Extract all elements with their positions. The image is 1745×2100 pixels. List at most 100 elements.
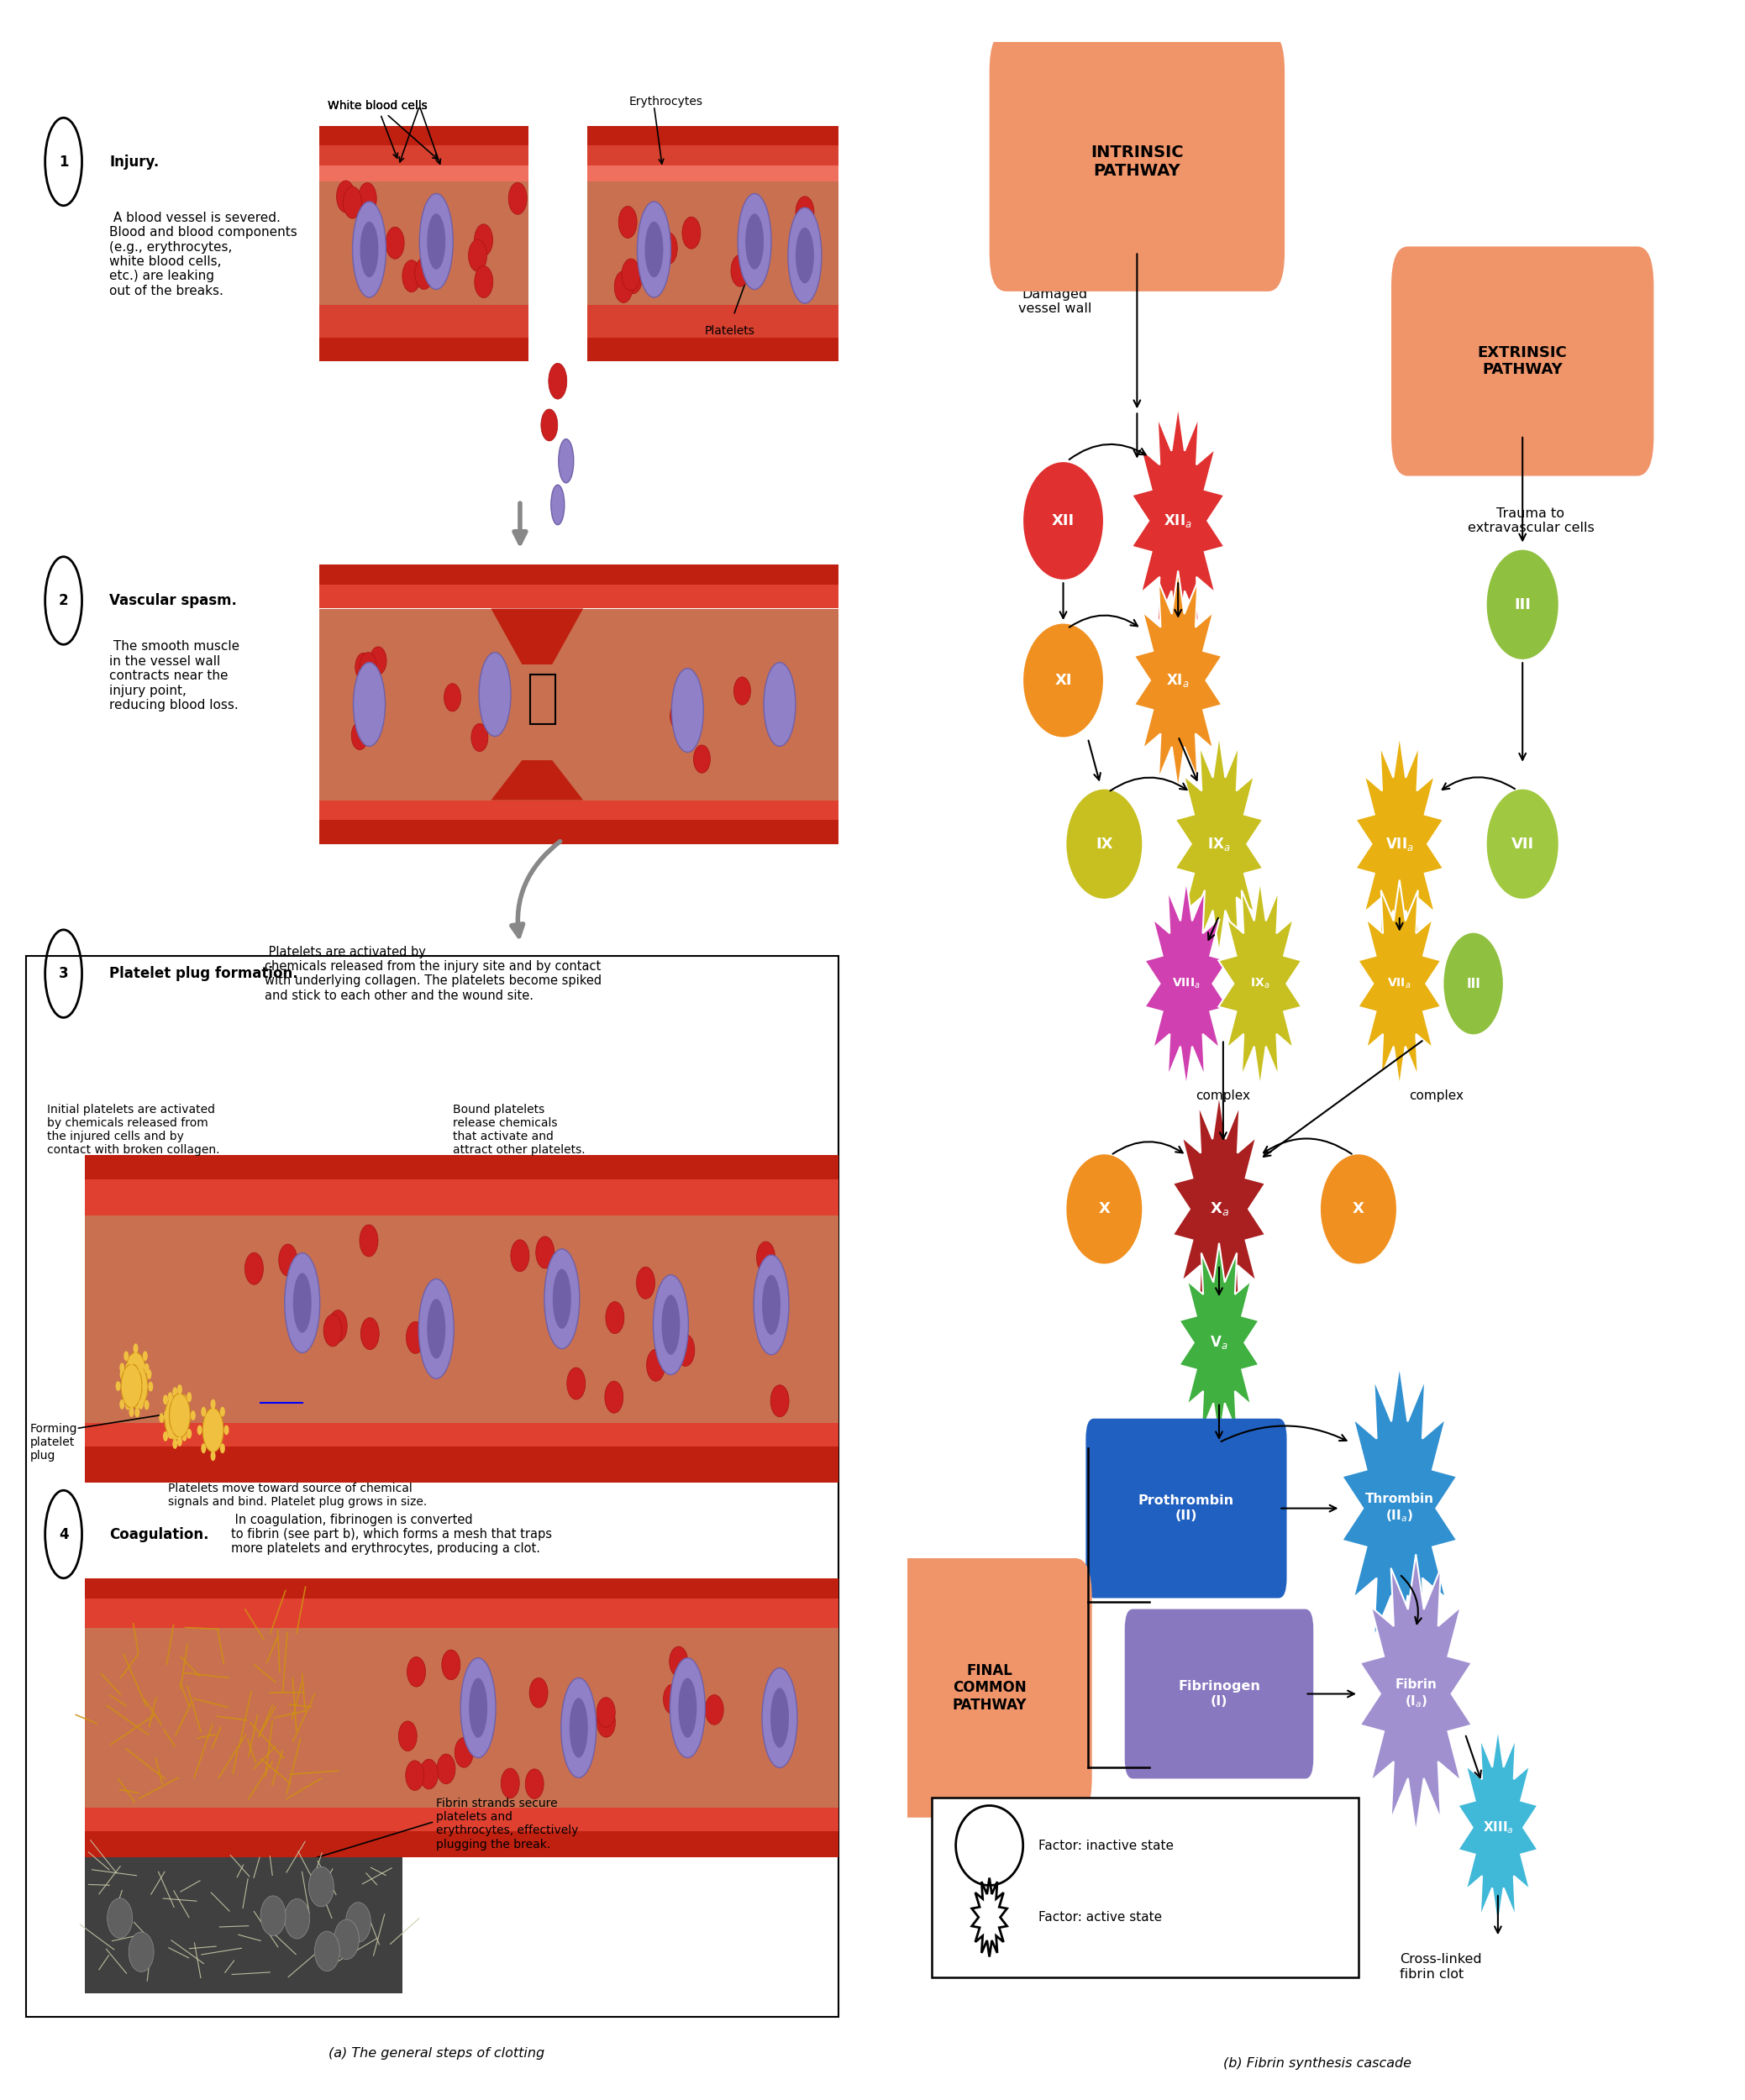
Ellipse shape — [244, 1254, 263, 1285]
Ellipse shape — [455, 1737, 473, 1768]
Polygon shape — [490, 760, 583, 800]
Ellipse shape — [120, 1365, 141, 1407]
Ellipse shape — [646, 220, 663, 277]
Ellipse shape — [670, 701, 688, 731]
Text: VIII$_a$: VIII$_a$ — [1173, 976, 1201, 991]
Ellipse shape — [475, 267, 492, 298]
Ellipse shape — [352, 202, 386, 298]
Ellipse shape — [478, 653, 511, 737]
Text: VII$_a$: VII$_a$ — [1387, 976, 1412, 991]
Bar — [84, 1598, 838, 1628]
Text: Factor: inactive state: Factor: inactive state — [1038, 1840, 1174, 1852]
Polygon shape — [1342, 1365, 1457, 1653]
Ellipse shape — [415, 258, 433, 290]
Ellipse shape — [359, 220, 379, 277]
Ellipse shape — [126, 1352, 147, 1396]
Ellipse shape — [670, 1646, 688, 1676]
Text: IX$_a$: IX$_a$ — [1249, 976, 1270, 991]
Bar — [84, 1155, 838, 1216]
Text: Fibrinogen
(I): Fibrinogen (I) — [1178, 1680, 1260, 1707]
Bar — [319, 609, 838, 800]
Text: White blood cells: White blood cells — [328, 101, 438, 160]
Polygon shape — [1457, 1728, 1537, 1928]
Ellipse shape — [127, 1365, 148, 1409]
Ellipse shape — [147, 1369, 152, 1380]
Bar — [84, 1808, 838, 1831]
FancyBboxPatch shape — [886, 1558, 1092, 1816]
Ellipse shape — [190, 1411, 195, 1420]
Ellipse shape — [956, 1806, 1023, 1886]
Text: III: III — [1466, 976, 1480, 989]
Text: Initial platelets are activated
by chemicals released from
the injured cells and: Initial platelets are activated by chemi… — [47, 1102, 220, 1155]
Ellipse shape — [508, 183, 527, 214]
Text: VII$_a$: VII$_a$ — [1386, 836, 1413, 853]
Ellipse shape — [211, 1451, 216, 1462]
Ellipse shape — [197, 1426, 202, 1434]
Ellipse shape — [754, 1256, 789, 1354]
Text: V$_a$: V$_a$ — [1209, 1334, 1228, 1350]
Ellipse shape — [672, 668, 703, 752]
Ellipse shape — [623, 262, 642, 294]
Ellipse shape — [1485, 788, 1560, 899]
Text: III: III — [1515, 596, 1530, 613]
Ellipse shape — [314, 1932, 340, 1972]
Ellipse shape — [354, 191, 373, 223]
Ellipse shape — [705, 1695, 724, 1724]
Ellipse shape — [789, 208, 822, 302]
Polygon shape — [1133, 405, 1225, 636]
Text: The smooth muscle
in the vessel wall
contracts near the
injury point,
reducing b: The smooth muscle in the vessel wall con… — [110, 640, 239, 712]
Ellipse shape — [428, 1298, 445, 1359]
FancyBboxPatch shape — [1085, 1420, 1286, 1598]
Text: XI$_a$: XI$_a$ — [1166, 672, 1190, 689]
Ellipse shape — [441, 1651, 461, 1680]
Ellipse shape — [647, 1350, 665, 1382]
Ellipse shape — [618, 206, 637, 237]
Text: X: X — [1098, 1201, 1110, 1216]
Ellipse shape — [501, 1768, 520, 1798]
Bar — [319, 565, 838, 609]
Bar — [530, 674, 555, 724]
Text: X: X — [1352, 1201, 1365, 1216]
Ellipse shape — [133, 1394, 138, 1405]
Text: complex: complex — [1195, 1090, 1251, 1102]
Text: (a) The general steps of clotting: (a) The general steps of clotting — [328, 2048, 544, 2060]
Bar — [84, 1216, 838, 1422]
Text: Trauma to
extravascular cells: Trauma to extravascular cells — [1468, 508, 1593, 533]
Ellipse shape — [1023, 460, 1105, 580]
Bar — [319, 181, 838, 304]
Ellipse shape — [731, 254, 749, 286]
Ellipse shape — [138, 1363, 143, 1373]
Ellipse shape — [346, 1903, 372, 1942]
Text: Thrombin
(II$_a$): Thrombin (II$_a$) — [1365, 1493, 1434, 1525]
Ellipse shape — [162, 1394, 168, 1405]
Text: Erythrocytes: Erythrocytes — [628, 97, 703, 107]
Ellipse shape — [333, 1919, 359, 1959]
Text: Vascular spasm.: Vascular spasm. — [110, 592, 237, 609]
Polygon shape — [1173, 1094, 1265, 1325]
Ellipse shape — [403, 260, 421, 292]
Ellipse shape — [358, 701, 375, 729]
Ellipse shape — [124, 1388, 129, 1399]
Bar — [84, 1628, 838, 1808]
Bar — [319, 584, 838, 609]
Text: FINAL
COMMON
PATHWAY: FINAL COMMON PATHWAY — [953, 1663, 1026, 1714]
Text: Bound platelets
release chemicals
that activate and
attract other platelets.: Bound platelets release chemicals that a… — [454, 1102, 585, 1155]
Text: XI: XI — [1054, 672, 1071, 689]
Ellipse shape — [344, 187, 361, 218]
Ellipse shape — [1319, 1153, 1398, 1264]
Ellipse shape — [115, 1382, 120, 1390]
Ellipse shape — [677, 1334, 695, 1367]
Ellipse shape — [181, 1432, 187, 1441]
Ellipse shape — [145, 1401, 150, 1409]
Polygon shape — [1359, 1554, 1471, 1833]
Text: Damaged
vessel wall: Damaged vessel wall — [1019, 288, 1092, 315]
Ellipse shape — [551, 485, 564, 525]
Text: 1: 1 — [59, 153, 68, 170]
Text: 4: 4 — [59, 1527, 68, 1541]
Ellipse shape — [352, 662, 386, 746]
Ellipse shape — [661, 1296, 681, 1354]
Ellipse shape — [567, 1367, 585, 1399]
Ellipse shape — [461, 1659, 496, 1758]
Text: In coagulation, fibrinogen is converted
to fibrin (see part b), which forms a me: In coagulation, fibrinogen is converted … — [230, 1514, 551, 1556]
Ellipse shape — [202, 1409, 223, 1451]
